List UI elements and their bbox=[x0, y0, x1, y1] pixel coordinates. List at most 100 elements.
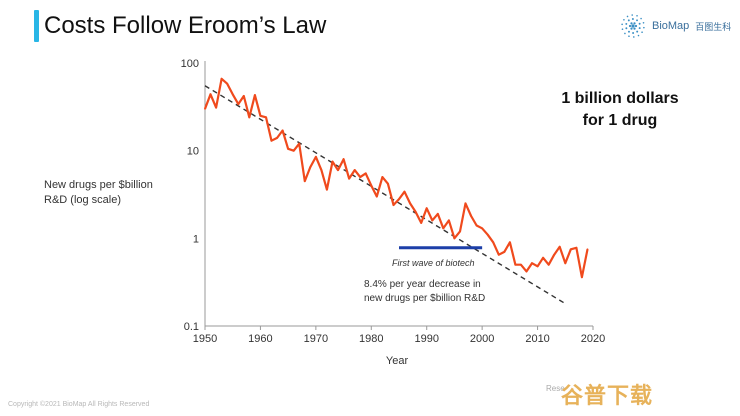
data-point bbox=[470, 215, 472, 217]
series-line bbox=[203, 77, 589, 279]
data-point bbox=[442, 227, 445, 230]
x-tick-label: 1970 bbox=[304, 333, 328, 345]
data-point bbox=[575, 246, 578, 249]
data-point bbox=[547, 263, 550, 266]
data-point bbox=[270, 139, 273, 142]
data-point bbox=[237, 103, 240, 105]
data-point bbox=[281, 129, 284, 132]
data-point bbox=[253, 94, 256, 97]
logo-dot bbox=[634, 24, 638, 28]
data-point bbox=[220, 77, 223, 80]
data-point bbox=[314, 155, 317, 158]
cost-callout-line2: for 1 drug bbox=[582, 112, 658, 129]
y-axis-label: New drugs per $billion R&D (log scale) bbox=[44, 178, 153, 208]
logo-dot bbox=[633, 22, 636, 25]
logo-dot bbox=[636, 14, 638, 17]
data-point bbox=[564, 262, 567, 265]
logo-dot bbox=[625, 22, 628, 25]
decline-rate-label-line1: 8.4% per year decrease in bbox=[364, 279, 481, 290]
data-point bbox=[309, 166, 312, 168]
logo-dot bbox=[631, 24, 635, 28]
data-point bbox=[231, 93, 234, 96]
y-tick-label: 0.1 bbox=[184, 321, 199, 333]
x-tick-label: 1980 bbox=[359, 333, 383, 345]
logo-dot bbox=[624, 32, 626, 35]
data-point bbox=[209, 93, 212, 96]
logo-dot bbox=[631, 14, 633, 16]
logo-dot bbox=[641, 31, 643, 34]
x-axis-title: Year bbox=[386, 355, 409, 367]
logo-dot bbox=[633, 27, 636, 30]
source-credit: Rese bbox=[546, 384, 565, 393]
logo-dot bbox=[623, 18, 625, 21]
data-point bbox=[364, 172, 367, 175]
y-axis-label-line1: New drugs per $billion bbox=[44, 179, 153, 191]
logo-dot bbox=[625, 27, 628, 30]
y-tick-label: 1 bbox=[193, 233, 199, 245]
data-point bbox=[420, 221, 423, 224]
data-point bbox=[531, 262, 533, 265]
data-point bbox=[303, 180, 306, 182]
logo-dot bbox=[627, 19, 630, 22]
data-point bbox=[320, 169, 323, 172]
data-point bbox=[204, 107, 206, 110]
data-point bbox=[215, 106, 217, 109]
trend-line bbox=[204, 85, 566, 305]
x-tick-label: 2010 bbox=[525, 333, 549, 345]
data-point bbox=[265, 116, 267, 119]
data-point bbox=[586, 248, 589, 251]
data-point bbox=[392, 204, 395, 206]
data-point bbox=[387, 182, 389, 185]
x-tick-label: 1950 bbox=[193, 333, 217, 345]
decline-rate-label-line2: new drugs per $billion R&D bbox=[364, 293, 485, 304]
data-point bbox=[414, 211, 417, 213]
data-point bbox=[409, 202, 411, 205]
brand-logo-group: BioMap 百图生科 bbox=[620, 12, 731, 40]
data-point bbox=[514, 263, 517, 266]
logo-dot bbox=[626, 15, 629, 18]
logo-dot bbox=[621, 23, 623, 26]
data-point bbox=[242, 95, 245, 97]
data-point bbox=[520, 263, 522, 266]
slide-title: Costs Follow Eroom’s Law bbox=[44, 12, 327, 39]
data-point bbox=[508, 241, 511, 244]
data-point bbox=[481, 227, 484, 230]
logo-dot bbox=[628, 35, 630, 38]
cost-callout-line1: 1 billion dollars bbox=[561, 90, 679, 107]
data-point bbox=[348, 177, 351, 180]
data-point bbox=[381, 176, 384, 178]
data-point bbox=[326, 188, 328, 191]
logo-dot bbox=[636, 19, 638, 22]
logo-dot bbox=[628, 24, 632, 28]
data-point bbox=[503, 251, 506, 253]
logo-dot bbox=[643, 26, 645, 29]
data-point bbox=[248, 116, 251, 119]
x-tick-label: 1990 bbox=[414, 333, 438, 345]
copyright-footer: Copyright ©2021 BioMap All Rights Reserv… bbox=[8, 401, 150, 408]
data-point bbox=[287, 147, 290, 150]
data-point bbox=[459, 230, 461, 233]
data-point bbox=[464, 202, 467, 205]
watermark: 谷普下载 bbox=[561, 383, 654, 408]
data-point bbox=[359, 176, 362, 178]
data-point bbox=[447, 219, 450, 222]
data-point bbox=[436, 212, 439, 215]
data-point bbox=[525, 270, 528, 273]
data-point bbox=[370, 184, 373, 187]
data-point bbox=[497, 253, 500, 256]
data-point bbox=[553, 253, 556, 256]
logo-dot bbox=[642, 21, 645, 24]
logo-dot bbox=[630, 27, 633, 30]
logo-dot bbox=[630, 22, 633, 25]
title-accent-bar bbox=[34, 10, 39, 42]
y-tick-label: 100 bbox=[181, 58, 199, 70]
logo-dot bbox=[638, 27, 641, 30]
biotech-wave-label: First wave of biotech bbox=[392, 258, 475, 268]
brand-name-cn: 百图生科 bbox=[695, 21, 732, 32]
x-tick-label: 2000 bbox=[470, 333, 494, 345]
data-point bbox=[403, 190, 406, 193]
data-point bbox=[276, 136, 278, 139]
biomap-sunburst-logo-icon bbox=[621, 14, 645, 38]
data-point bbox=[298, 142, 301, 145]
